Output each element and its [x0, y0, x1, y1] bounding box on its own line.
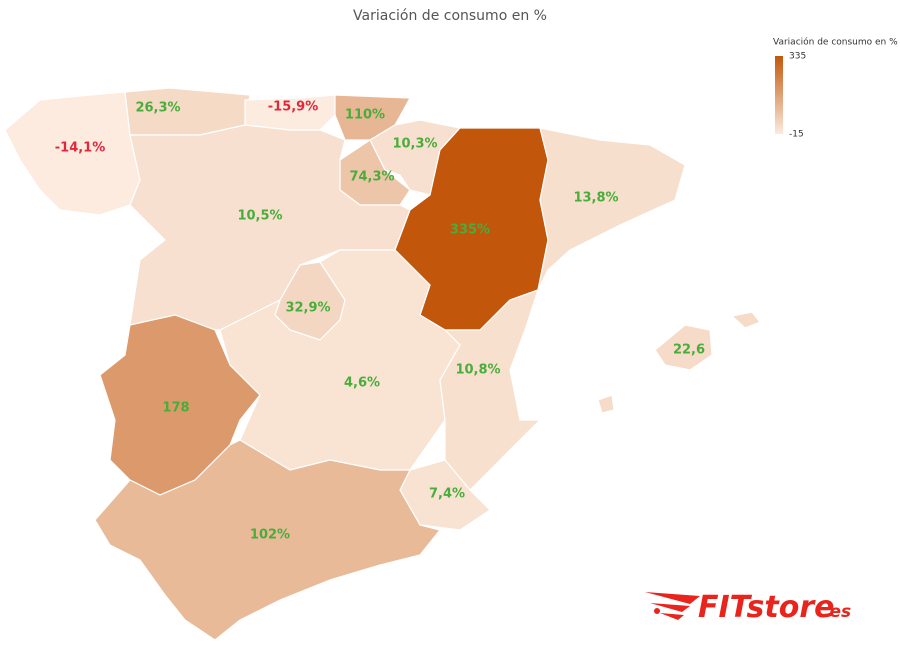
region-label: -14,1% — [55, 141, 106, 156]
logo-icon — [645, 592, 700, 620]
region-label: 10,3% — [392, 137, 437, 152]
region — [597, 311, 761, 414]
region-label: 32,9% — [285, 301, 330, 316]
chart-title: Variación de consumo en % — [353, 8, 547, 24]
region-label: -15,9% — [268, 100, 319, 115]
region-label: 110% — [345, 108, 385, 123]
region-label: 26,3% — [135, 101, 180, 116]
colorbar-title: Variación de consumo en % — [773, 37, 898, 48]
colorbar — [775, 56, 783, 134]
region-label: 10,5% — [237, 209, 282, 224]
logo-suffix: .es — [823, 602, 851, 622]
region-label: 178 — [162, 401, 189, 416]
colorbar-tick-label: -15 — [789, 130, 804, 140]
colorbar-tick-label: 335 — [789, 52, 806, 62]
logo-brand: FITstore — [698, 590, 835, 625]
logo: FITstore .es — [645, 590, 851, 625]
regions — [4, 87, 761, 641]
region-label: 102% — [250, 528, 290, 543]
region — [439, 289, 542, 491]
region-label: 10,8% — [455, 363, 500, 378]
region-labels: -14,1% 26,3% -15,9% 110% 10,3% 74,3% 10,5% 335%… — [55, 100, 705, 543]
region-label: 335% — [450, 223, 490, 238]
region-label: 22,6 — [673, 343, 705, 358]
region-label: 13,8% — [573, 191, 618, 206]
region — [94, 439, 442, 641]
region-label: 7,4% — [429, 487, 465, 502]
region — [537, 127, 686, 291]
logo-icon — [654, 608, 660, 614]
region-label: 74,3% — [349, 170, 394, 185]
colorbar-ticks: 335 -15 — [789, 52, 806, 140]
region-label: 4,6% — [344, 376, 380, 391]
